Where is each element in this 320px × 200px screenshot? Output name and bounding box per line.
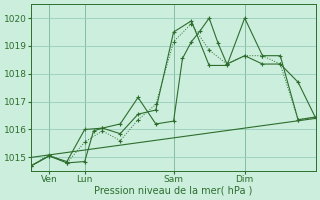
- X-axis label: Pression niveau de la mer( hPa ): Pression niveau de la mer( hPa ): [94, 186, 253, 196]
